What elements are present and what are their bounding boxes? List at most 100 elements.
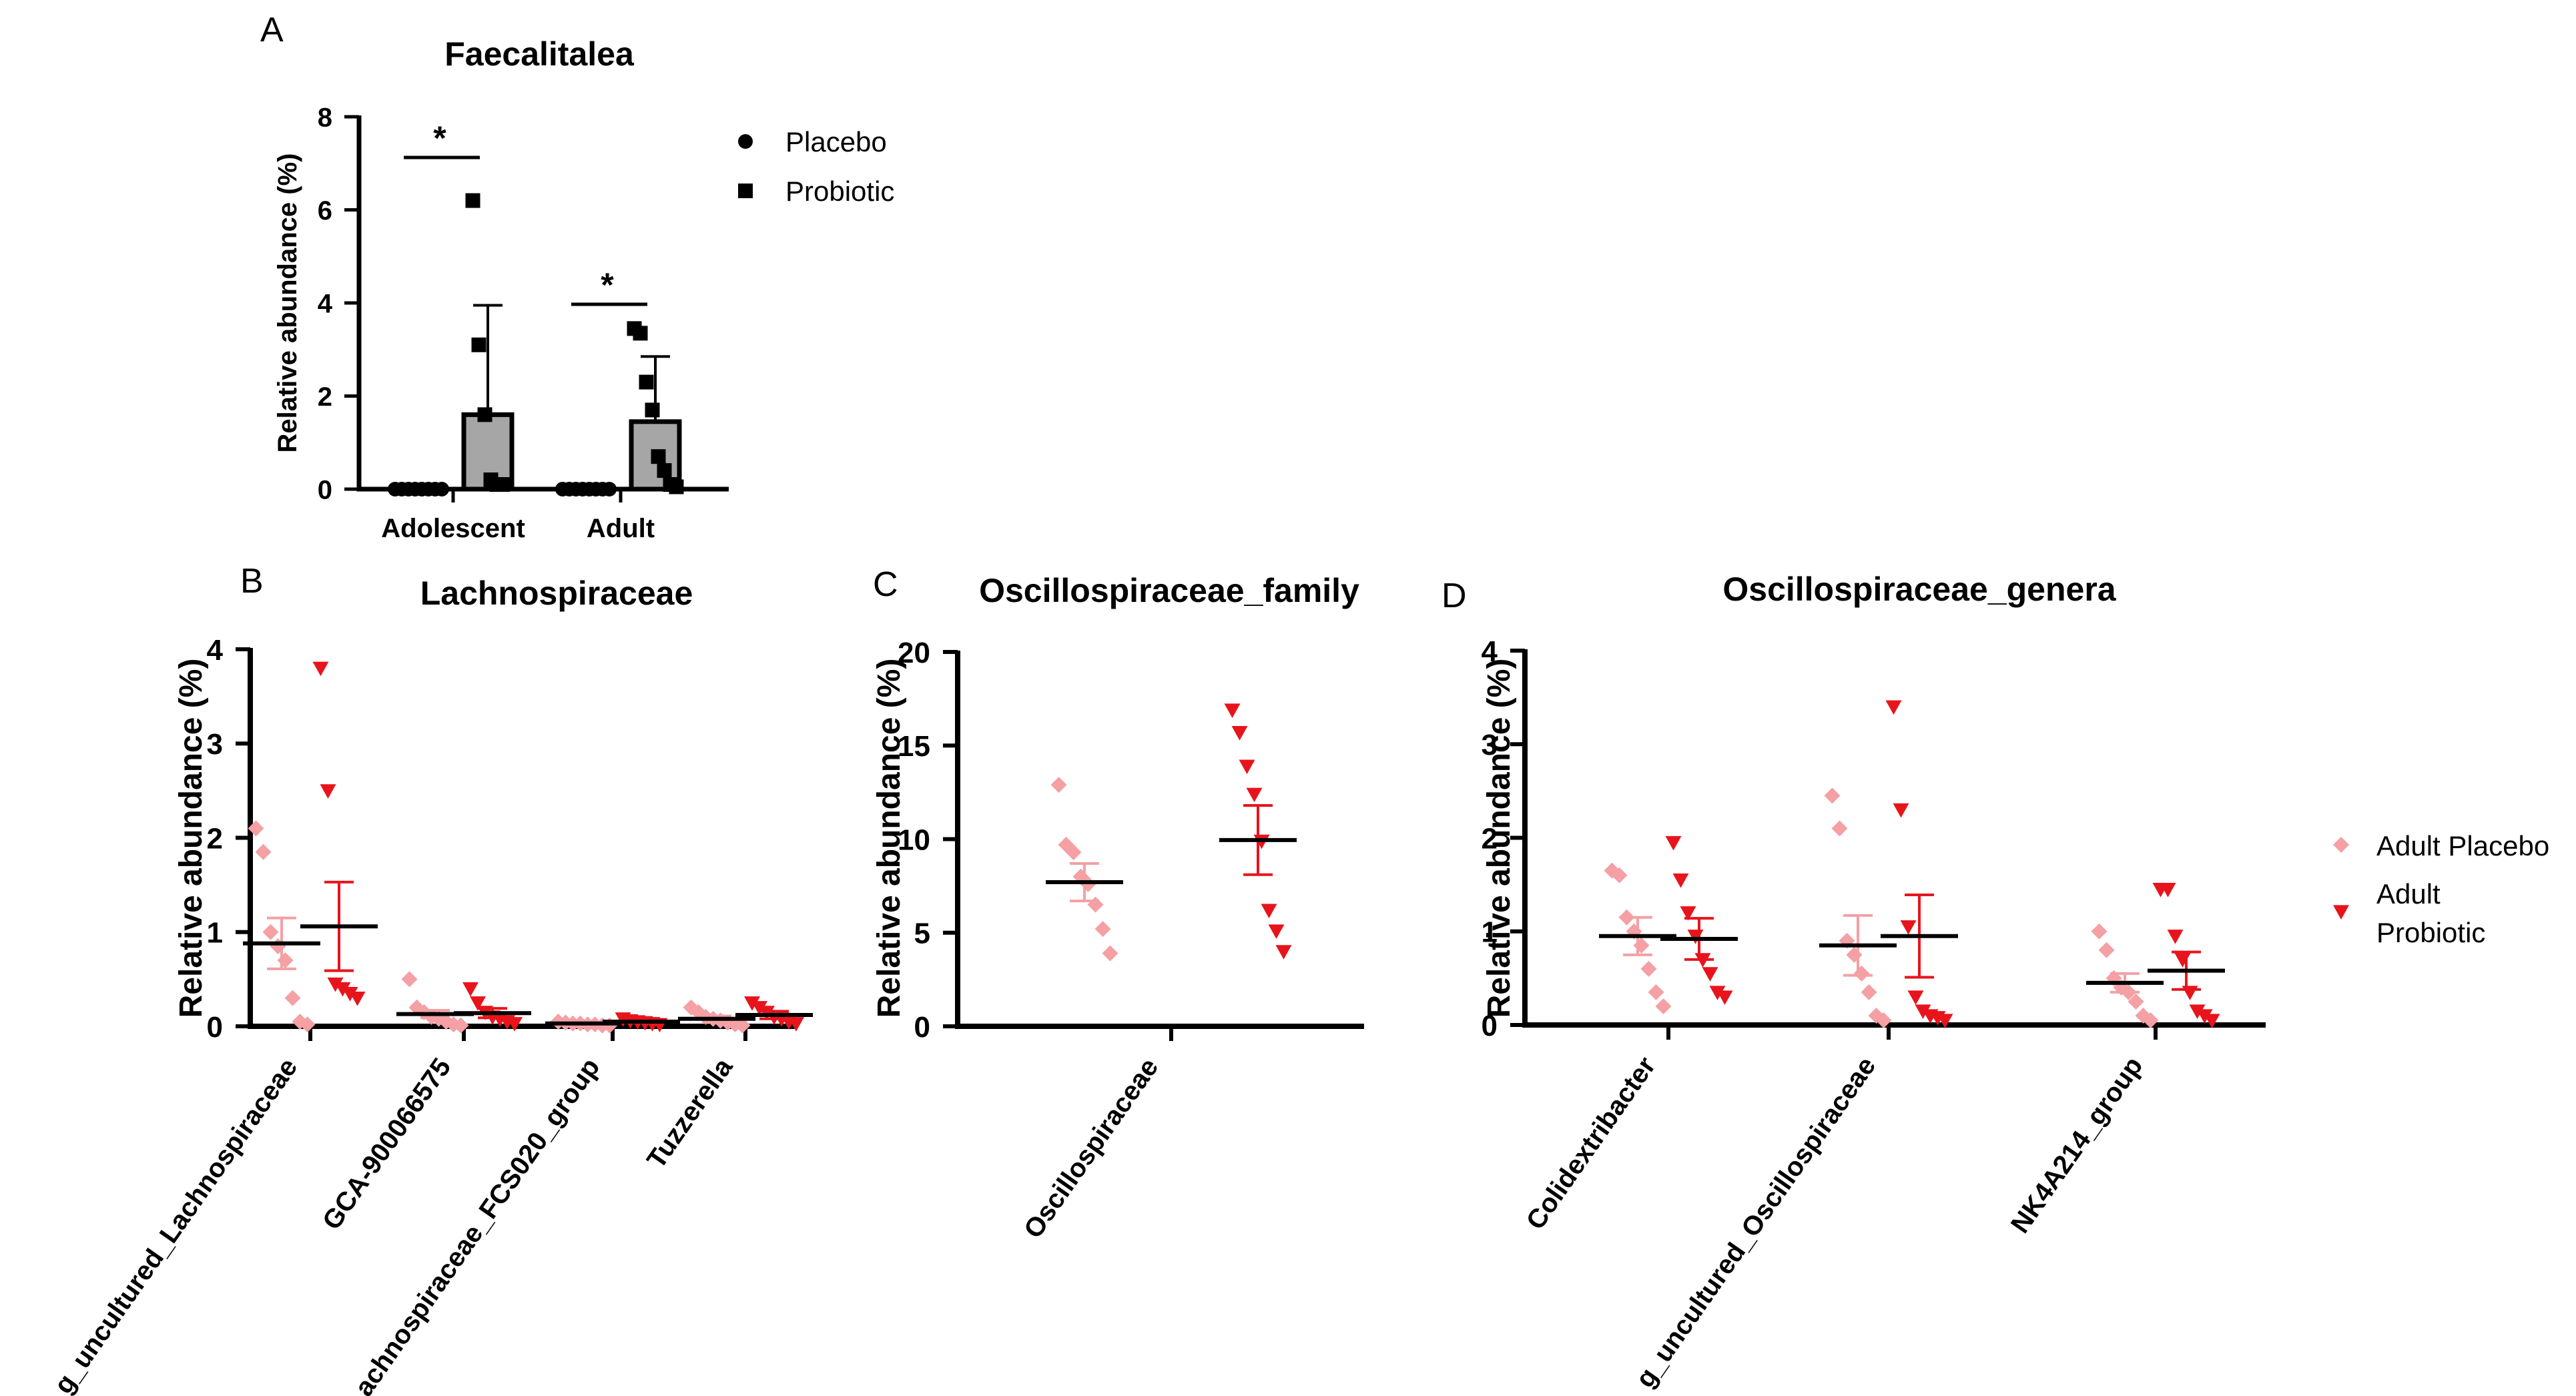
data-point bbox=[465, 193, 480, 208]
data-point bbox=[1655, 998, 1672, 1014]
data-point bbox=[1907, 990, 1924, 1005]
y-tick-label: 2 bbox=[318, 382, 332, 412]
data-point bbox=[2182, 986, 2198, 1000]
panel-b-scatter: B Lachnospiraceae Relative abundance (%)0 1… bbox=[49, 562, 813, 1396]
x-category-label: Adult bbox=[587, 514, 655, 543]
y-tick-label: 6 bbox=[318, 196, 332, 226]
data-point bbox=[657, 463, 672, 478]
x-category-label: Adolescent bbox=[381, 514, 525, 543]
panel-letter: B bbox=[240, 562, 264, 601]
y-tick-label: 8 bbox=[318, 103, 332, 132]
data-point bbox=[2167, 930, 2184, 944]
chart-title: Lachnospiraceae bbox=[420, 575, 693, 612]
y-tick-label: 3 bbox=[207, 728, 223, 761]
data-point bbox=[1231, 726, 1248, 741]
data-point bbox=[788, 1017, 804, 1032]
data-point bbox=[1702, 967, 1718, 982]
data-point bbox=[1268, 924, 1285, 939]
data-point bbox=[1875, 1012, 1892, 1028]
y-tick-label: 4 bbox=[1482, 635, 1498, 668]
data-point bbox=[1665, 835, 1682, 851]
data-point bbox=[507, 1017, 523, 1032]
data-point bbox=[320, 784, 336, 799]
data-point bbox=[462, 982, 478, 997]
x-category-label: Lachnospiraceae_FCS020_group bbox=[340, 1053, 605, 1396]
data-point bbox=[2142, 1012, 2159, 1028]
chart-title: Oscillospiraceae_family bbox=[979, 572, 1359, 609]
y-tick-label: 0 bbox=[914, 1011, 930, 1044]
y-tick-label: 15 bbox=[898, 730, 930, 763]
data-point bbox=[2196, 1009, 2213, 1024]
data-point bbox=[1893, 803, 1909, 818]
data-point bbox=[759, 1006, 775, 1020]
data-point bbox=[645, 402, 660, 418]
data-point bbox=[1640, 960, 1657, 977]
chart-title: Oscillospiraceae_genera bbox=[1722, 571, 2116, 608]
data-point bbox=[1094, 921, 1111, 938]
data-point bbox=[1050, 777, 1067, 793]
data-point bbox=[639, 374, 654, 390]
data-point bbox=[1102, 945, 1118, 962]
data-point bbox=[2098, 942, 2115, 958]
data-point bbox=[1846, 946, 1863, 963]
y-tick-label: 10 bbox=[898, 823, 930, 856]
legend-label: Adult Probiotic bbox=[2376, 878, 2485, 948]
data-point bbox=[1824, 787, 1841, 804]
x-category-label: g_uncultured_Oscillospiraceae bbox=[1630, 1052, 1881, 1393]
data-point bbox=[2091, 923, 2108, 940]
data-point bbox=[2160, 883, 2176, 898]
data-point bbox=[1937, 1014, 1953, 1028]
data-point bbox=[1709, 986, 1726, 1000]
data-point bbox=[334, 982, 351, 997]
data-point bbox=[1861, 984, 1877, 1000]
data-point bbox=[1618, 909, 1635, 926]
data-point bbox=[669, 479, 684, 494]
y-axis-label: Relative abundance (%) bbox=[872, 659, 907, 1018]
data-point bbox=[434, 482, 449, 496]
data-point bbox=[734, 1017, 751, 1034]
panel-letter: A bbox=[260, 11, 284, 49]
data-point bbox=[1672, 874, 1689, 888]
data-point bbox=[262, 924, 279, 940]
data-point bbox=[1275, 945, 1292, 960]
data-point bbox=[477, 407, 493, 422]
data-point bbox=[651, 449, 666, 464]
x-category-label: Tuzzerella bbox=[641, 1052, 739, 1174]
panel-c-scatter: C Oscillospiraceae_family Relative abundan… bbox=[872, 565, 1364, 1244]
diamond-icon bbox=[2333, 837, 2349, 853]
y-tick-label: 0 bbox=[207, 1011, 223, 1044]
data-point bbox=[744, 996, 760, 1011]
data-point bbox=[1611, 867, 1628, 884]
data-point bbox=[1633, 937, 1650, 954]
data-point bbox=[1694, 953, 1711, 968]
data-point bbox=[1853, 965, 1870, 982]
y-axis-label: Relative abundance (%) bbox=[273, 153, 302, 452]
y-tick-label: 2 bbox=[1482, 822, 1498, 855]
data-point bbox=[1261, 904, 1277, 919]
significance-star: * bbox=[433, 119, 446, 157]
data-point bbox=[1680, 906, 1696, 921]
data-point bbox=[1087, 896, 1104, 913]
chart-title: Faecalitalea bbox=[444, 35, 635, 73]
y-tick-label: 2 bbox=[207, 822, 223, 855]
data-point bbox=[470, 996, 486, 1011]
data-point bbox=[2174, 953, 2191, 968]
data-point bbox=[2189, 1004, 2206, 1019]
data-point bbox=[248, 820, 264, 837]
data-point bbox=[495, 477, 511, 492]
legend-label-line: Probiotic bbox=[2376, 917, 2485, 948]
data-point bbox=[2204, 1014, 2220, 1028]
x-category-label: GCA-900066575 bbox=[317, 1053, 457, 1235]
data-point bbox=[299, 1016, 316, 1033]
y-tick-label: 1 bbox=[207, 917, 223, 950]
data-point bbox=[277, 952, 294, 969]
data-point bbox=[401, 971, 418, 988]
legend-label-line: Adult bbox=[2376, 878, 2441, 910]
data-point bbox=[342, 986, 358, 1002]
data-point bbox=[327, 977, 344, 992]
y-tick-label: 4 bbox=[207, 634, 224, 667]
legend-label: Placebo bbox=[785, 126, 887, 157]
y-tick-label: 5 bbox=[914, 918, 930, 950]
panel-letter: D bbox=[1441, 577, 1467, 615]
